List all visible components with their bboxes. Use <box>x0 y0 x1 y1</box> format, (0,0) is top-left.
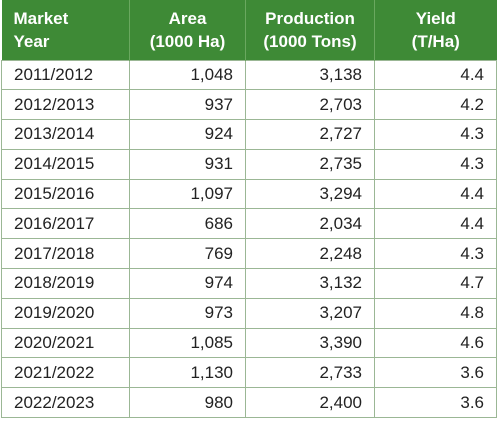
cell-production: 3,138 <box>245 59 375 91</box>
column-header-line1: Production <box>265 8 355 28</box>
cell-production: 3,132 <box>245 268 375 299</box>
table-row: 2013/2014 924 2,727 4.3 <box>1 119 497 150</box>
cell-production: 2,400 <box>245 387 375 419</box>
cell-yield: 4.4 <box>374 178 497 210</box>
table-row: 2021/2022 1,130 2,733 3.6 <box>1 357 497 389</box>
table-row: 2022/2023 980 2,400 3.6 <box>1 387 497 419</box>
cell-market-year: 2022/2023 <box>1 387 130 419</box>
cell-production: 3,294 <box>245 178 375 210</box>
cell-production: 2,703 <box>245 89 375 121</box>
cell-yield: 4.2 <box>374 89 497 121</box>
cell-area: 1,097 <box>129 178 246 210</box>
column-header-yield: Yield (T/Ha) <box>374 0 497 60</box>
cell-area: 1,085 <box>129 327 246 359</box>
table-row: 2012/2013 937 2,703 4.2 <box>1 89 497 121</box>
table-row: 2015/2016 1,097 3,294 4.4 <box>1 178 497 210</box>
table-row: 2018/2019 974 3,132 4.7 <box>1 268 497 299</box>
cell-area: 769 <box>129 238 246 270</box>
cell-production: 2,248 <box>245 238 375 270</box>
cell-market-year: 2017/2018 <box>1 238 130 270</box>
column-header-line2: (1000 Tons) <box>263 31 357 51</box>
column-header-line2: (1000 Ha) <box>149 31 226 51</box>
column-header-area: Area (1000 Ha) <box>129 0 246 60</box>
cell-yield: 4.4 <box>374 208 497 240</box>
cell-area: 1,130 <box>129 357 246 389</box>
cell-market-year: 2018/2019 <box>1 268 130 299</box>
table-row: 2019/2020 973 3,207 4.8 <box>1 297 497 329</box>
table-header: Market Year Area (1000 Ha) Production (1… <box>1 0 497 60</box>
column-header-line1: Market <box>13 8 69 28</box>
cell-area: 937 <box>129 89 246 121</box>
column-header-line2: Year <box>13 31 50 51</box>
cell-yield: 4.3 <box>374 238 497 270</box>
cell-area: 980 <box>129 387 246 419</box>
cell-yield: 3.6 <box>374 387 497 419</box>
cell-yield: 4.3 <box>374 119 497 150</box>
cell-production: 2,727 <box>245 119 375 150</box>
cell-market-year: 2016/2017 <box>1 208 130 240</box>
cell-production: 2,733 <box>245 357 375 389</box>
cell-area: 974 <box>129 268 246 299</box>
cell-market-year: 2014/2015 <box>1 148 130 180</box>
cell-production: 3,390 <box>245 327 375 359</box>
cell-yield: 4.4 <box>374 59 497 91</box>
header-row: Market Year Area (1000 Ha) Production (1… <box>1 0 497 60</box>
cell-area: 973 <box>129 297 246 329</box>
cell-market-year: 2012/2013 <box>1 89 130 121</box>
column-header-line1: Area <box>168 8 207 28</box>
table-row: 2016/2017 686 2,034 4.4 <box>1 208 497 240</box>
cell-yield: 4.7 <box>374 268 497 299</box>
table-row: 2020/2021 1,085 3,390 4.6 <box>1 327 497 359</box>
column-header-market-year: Market Year <box>1 0 130 60</box>
cell-yield: 4.8 <box>374 297 497 329</box>
cell-market-year: 2015/2016 <box>1 178 130 210</box>
cell-production: 3,207 <box>245 297 375 329</box>
cell-market-year: 2013/2014 <box>1 119 130 150</box>
cell-production: 2,735 <box>245 148 375 180</box>
cell-yield: 4.6 <box>374 327 497 359</box>
cell-area: 931 <box>129 148 246 180</box>
column-header-line2: (T/Ha) <box>411 31 460 51</box>
table-row: 2017/2018 769 2,248 4.3 <box>1 238 497 270</box>
cell-market-year: 2021/2022 <box>1 357 130 389</box>
cell-area: 686 <box>129 208 246 240</box>
table-row: 2011/2012 1,048 3,138 4.4 <box>1 59 497 91</box>
cell-area: 1,048 <box>129 59 246 91</box>
column-header-line1: Yield <box>415 8 456 28</box>
column-header-production: Production (1000 Tons) <box>245 0 375 60</box>
cell-yield: 3.6 <box>374 357 497 389</box>
cell-market-year: 2020/2021 <box>1 327 130 359</box>
table-body: 2011/2012 1,048 3,138 4.4 2012/2013 937 2,703 4… <box>1 59 497 419</box>
cell-market-year: 2011/2012 <box>1 59 130 91</box>
cell-production: 2,034 <box>245 208 375 240</box>
cell-yield: 4.3 <box>374 148 497 180</box>
cell-market-year: 2019/2020 <box>1 297 130 329</box>
table-row: 2014/2015 931 2,735 4.3 <box>1 148 497 180</box>
cell-area: 924 <box>129 119 246 150</box>
